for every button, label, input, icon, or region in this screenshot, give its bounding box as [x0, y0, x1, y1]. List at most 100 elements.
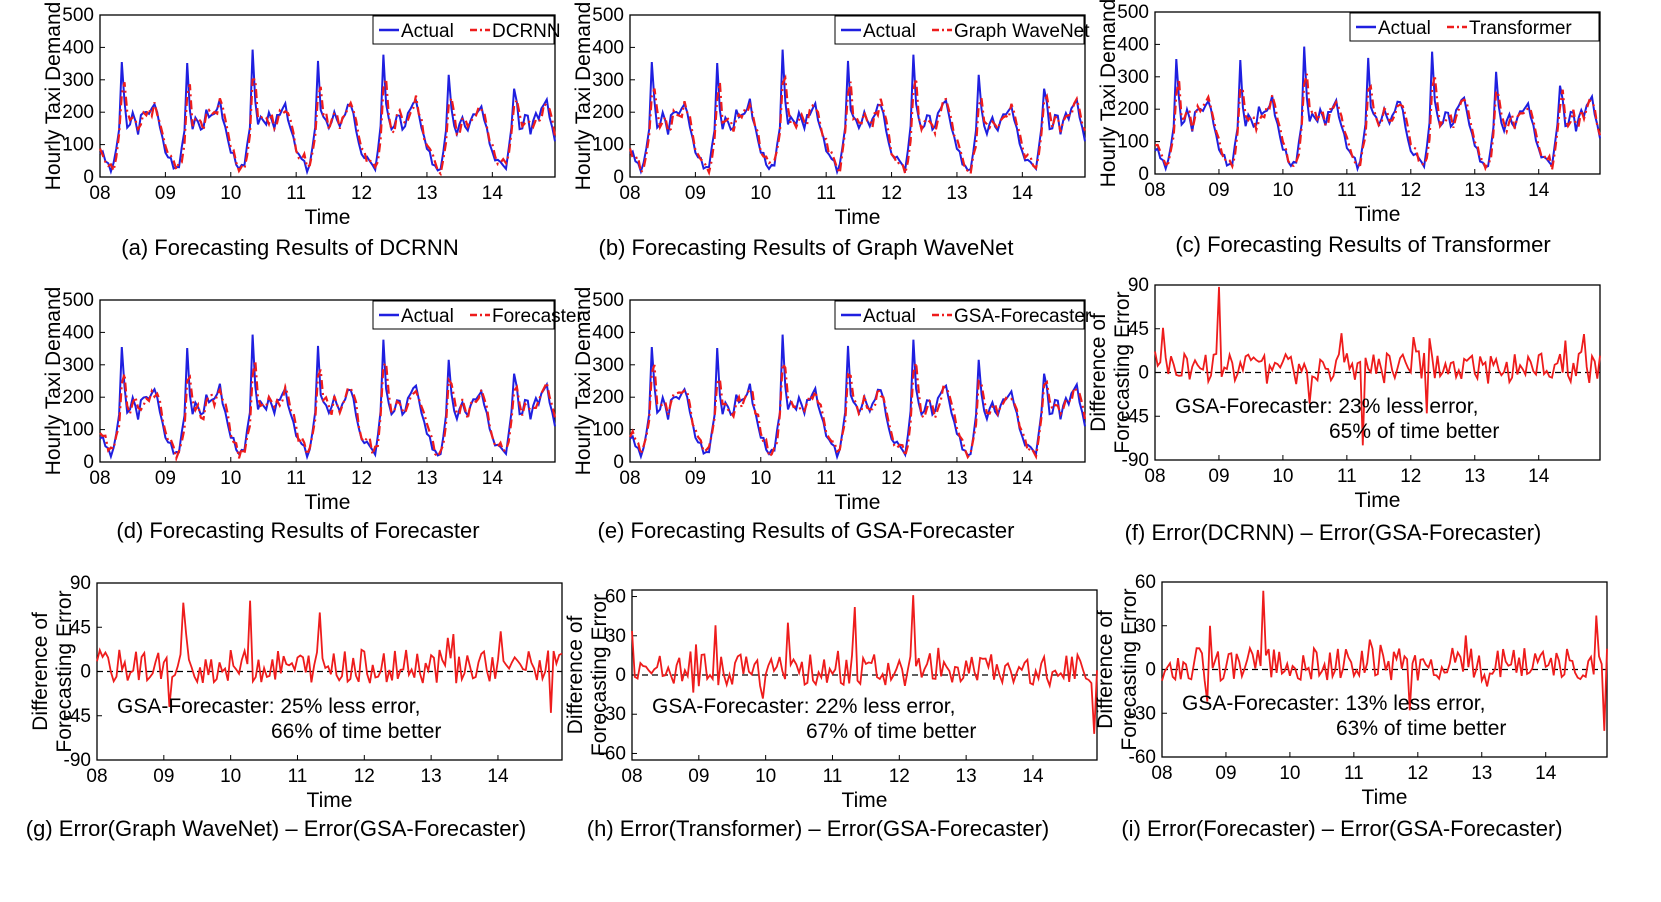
x-axis-label: Time: [305, 491, 351, 514]
y-tick-label: 400: [62, 37, 94, 58]
x-tick-label: 14: [1012, 183, 1034, 204]
y-tick-label: 200: [592, 102, 624, 123]
x-tick-label: 13: [421, 766, 442, 787]
chart-i: -60 -30 0 30 60 08 09 10 11 12 13 14 Time Difference …: [1094, 572, 1608, 809]
legend: [1349, 12, 1600, 42]
caption-g: (g) Error(Graph WaveNet) – Error(GSA-For…: [25, 816, 527, 841]
y-tick-label: 200: [1117, 99, 1149, 120]
x-tick-label: 08: [86, 766, 107, 787]
x-tick-label: 11: [1337, 180, 1357, 201]
y-tick-label: 300: [62, 70, 94, 91]
y-axis-label: Forecasting Error: [1111, 291, 1134, 453]
series-line-dcrnn: [98, 77, 557, 177]
y-tick-label: 500: [62, 290, 94, 311]
caption-b: (b) Forecasting Results of Graph WaveNet: [598, 235, 1014, 260]
difference-line: [1161, 590, 1608, 731]
y-tick-label: 500: [592, 5, 624, 26]
chart-b: 0 100 200 300 400 500 08 09 10 11 12 13 14 Time Hourly…: [572, 2, 1090, 229]
x-axis-label: Time: [1362, 786, 1408, 809]
y-tick-label: 400: [592, 37, 624, 58]
chart-e: 0 100 200 300 400 500 08 09 10 11 12 13 14 Time Hourly…: [572, 287, 1092, 514]
x-tick-label: 12: [1400, 180, 1421, 201]
annotation-line-2: 65% of time better: [1329, 420, 1499, 443]
y-axis-label: Difference of: [29, 612, 52, 731]
legend-entry: Actual: [863, 21, 916, 42]
x-tick-label: 11: [286, 468, 306, 489]
y-axis-label: Hourly Taxi Demand: [42, 287, 65, 476]
x-axis-label: Time: [1355, 489, 1401, 512]
x-tick-label: 12: [1407, 763, 1428, 784]
y-tick-label: 0: [615, 665, 626, 686]
x-tick-label: 13: [946, 468, 967, 489]
x-tick-label: 14: [1022, 766, 1044, 787]
y-tick-label: 90: [70, 573, 91, 594]
legend-entry: Forecaster: [492, 306, 583, 327]
plot-area: [629, 14, 1086, 178]
y-tick-label: -30: [599, 704, 626, 725]
y-axis-label: Difference of: [564, 615, 587, 734]
y-axis-label: Forecasting Error: [1118, 588, 1141, 750]
x-tick-label: 14: [1012, 468, 1034, 489]
caption-h: (h) Error(Transformer) – Error(GSA-Forec…: [586, 816, 1050, 841]
x-tick-label: 08: [1144, 180, 1165, 201]
x-tick-label: 12: [881, 468, 902, 489]
legend-entry: Graph WaveNet: [954, 21, 1090, 42]
x-tick-label: 13: [1464, 466, 1485, 487]
x-tick-label: 13: [1471, 763, 1492, 784]
x-tick-label: 10: [220, 766, 241, 787]
y-tick-label: 60: [1135, 572, 1156, 593]
y-tick-label: 500: [1117, 2, 1149, 23]
y-tick-label: 100: [592, 135, 624, 156]
x-tick-label: 12: [351, 183, 372, 204]
x-tick-label: 09: [1208, 180, 1229, 201]
chart-g: -90 -45 0 45 90 08 09 10 11 12 13 14 Time Difference …: [29, 573, 563, 812]
y-tick-label: -45: [64, 706, 91, 727]
y-tick-label: 0: [1138, 363, 1149, 384]
legend: [834, 15, 1085, 45]
y-tick-label: -60: [1129, 747, 1156, 768]
x-tick-label: 10: [220, 183, 241, 204]
x-tick-label: 08: [1151, 763, 1172, 784]
x-tick-label: 13: [946, 183, 967, 204]
x-tick-label: 09: [685, 183, 706, 204]
legend-entry: Transformer: [1469, 18, 1572, 39]
legend: [834, 300, 1085, 330]
legend: [372, 300, 555, 330]
y-tick-label: 100: [592, 420, 624, 441]
x-tick-label: 10: [1272, 466, 1293, 487]
y-axis-label: Difference of: [1094, 610, 1117, 729]
plot-area: [1154, 11, 1601, 175]
annotation-line-1: GSA-Forecaster: 25% less error,: [117, 695, 420, 718]
caption-c: (c) Forecasting Results of Transformer: [1175, 232, 1551, 257]
y-tick-label: 30: [1135, 616, 1156, 637]
x-tick-label: 13: [416, 468, 437, 489]
caption-a: (a) Forecasting Results of DCRNN: [121, 235, 459, 260]
x-tick-label: 11: [1344, 763, 1364, 784]
x-axis-label: Time: [1355, 203, 1401, 226]
x-tick-label: 08: [619, 183, 640, 204]
y-tick-label: 200: [62, 102, 94, 123]
annotation-line-2: 63% of time better: [1336, 717, 1506, 740]
x-tick-label: 13: [956, 766, 977, 787]
x-tick-label: 09: [688, 766, 709, 787]
series-line-actual: [99, 49, 556, 176]
y-tick-label: 500: [592, 290, 624, 311]
chart-c: 0 100 200 300 400 500 08 09 10 11 12 13 14 Time Hourly…: [1097, 0, 1602, 226]
difference-line: [1154, 286, 1601, 446]
y-tick-label: 0: [83, 167, 94, 188]
x-axis-label: Time: [835, 206, 881, 229]
plot-area: [629, 299, 1086, 463]
x-tick-label: 12: [354, 766, 375, 787]
y-tick-label: 0: [80, 662, 91, 683]
legend-entry: DCRNN: [492, 21, 561, 42]
y-tick-label: 100: [1117, 132, 1149, 153]
x-tick-label: 08: [89, 183, 110, 204]
chart-d: 0 100 200 300 400 500 08 09 10 11 12 13 14 Time Hourly…: [42, 287, 583, 514]
x-tick-label: 09: [1215, 763, 1236, 784]
y-axis-label: Difference of: [1087, 313, 1110, 432]
legend-entry: Actual: [863, 306, 916, 327]
y-tick-label: 30: [605, 626, 626, 647]
x-tick-label: 08: [89, 468, 110, 489]
x-tick-label: 13: [1464, 180, 1485, 201]
y-tick-label: 45: [1128, 319, 1149, 340]
